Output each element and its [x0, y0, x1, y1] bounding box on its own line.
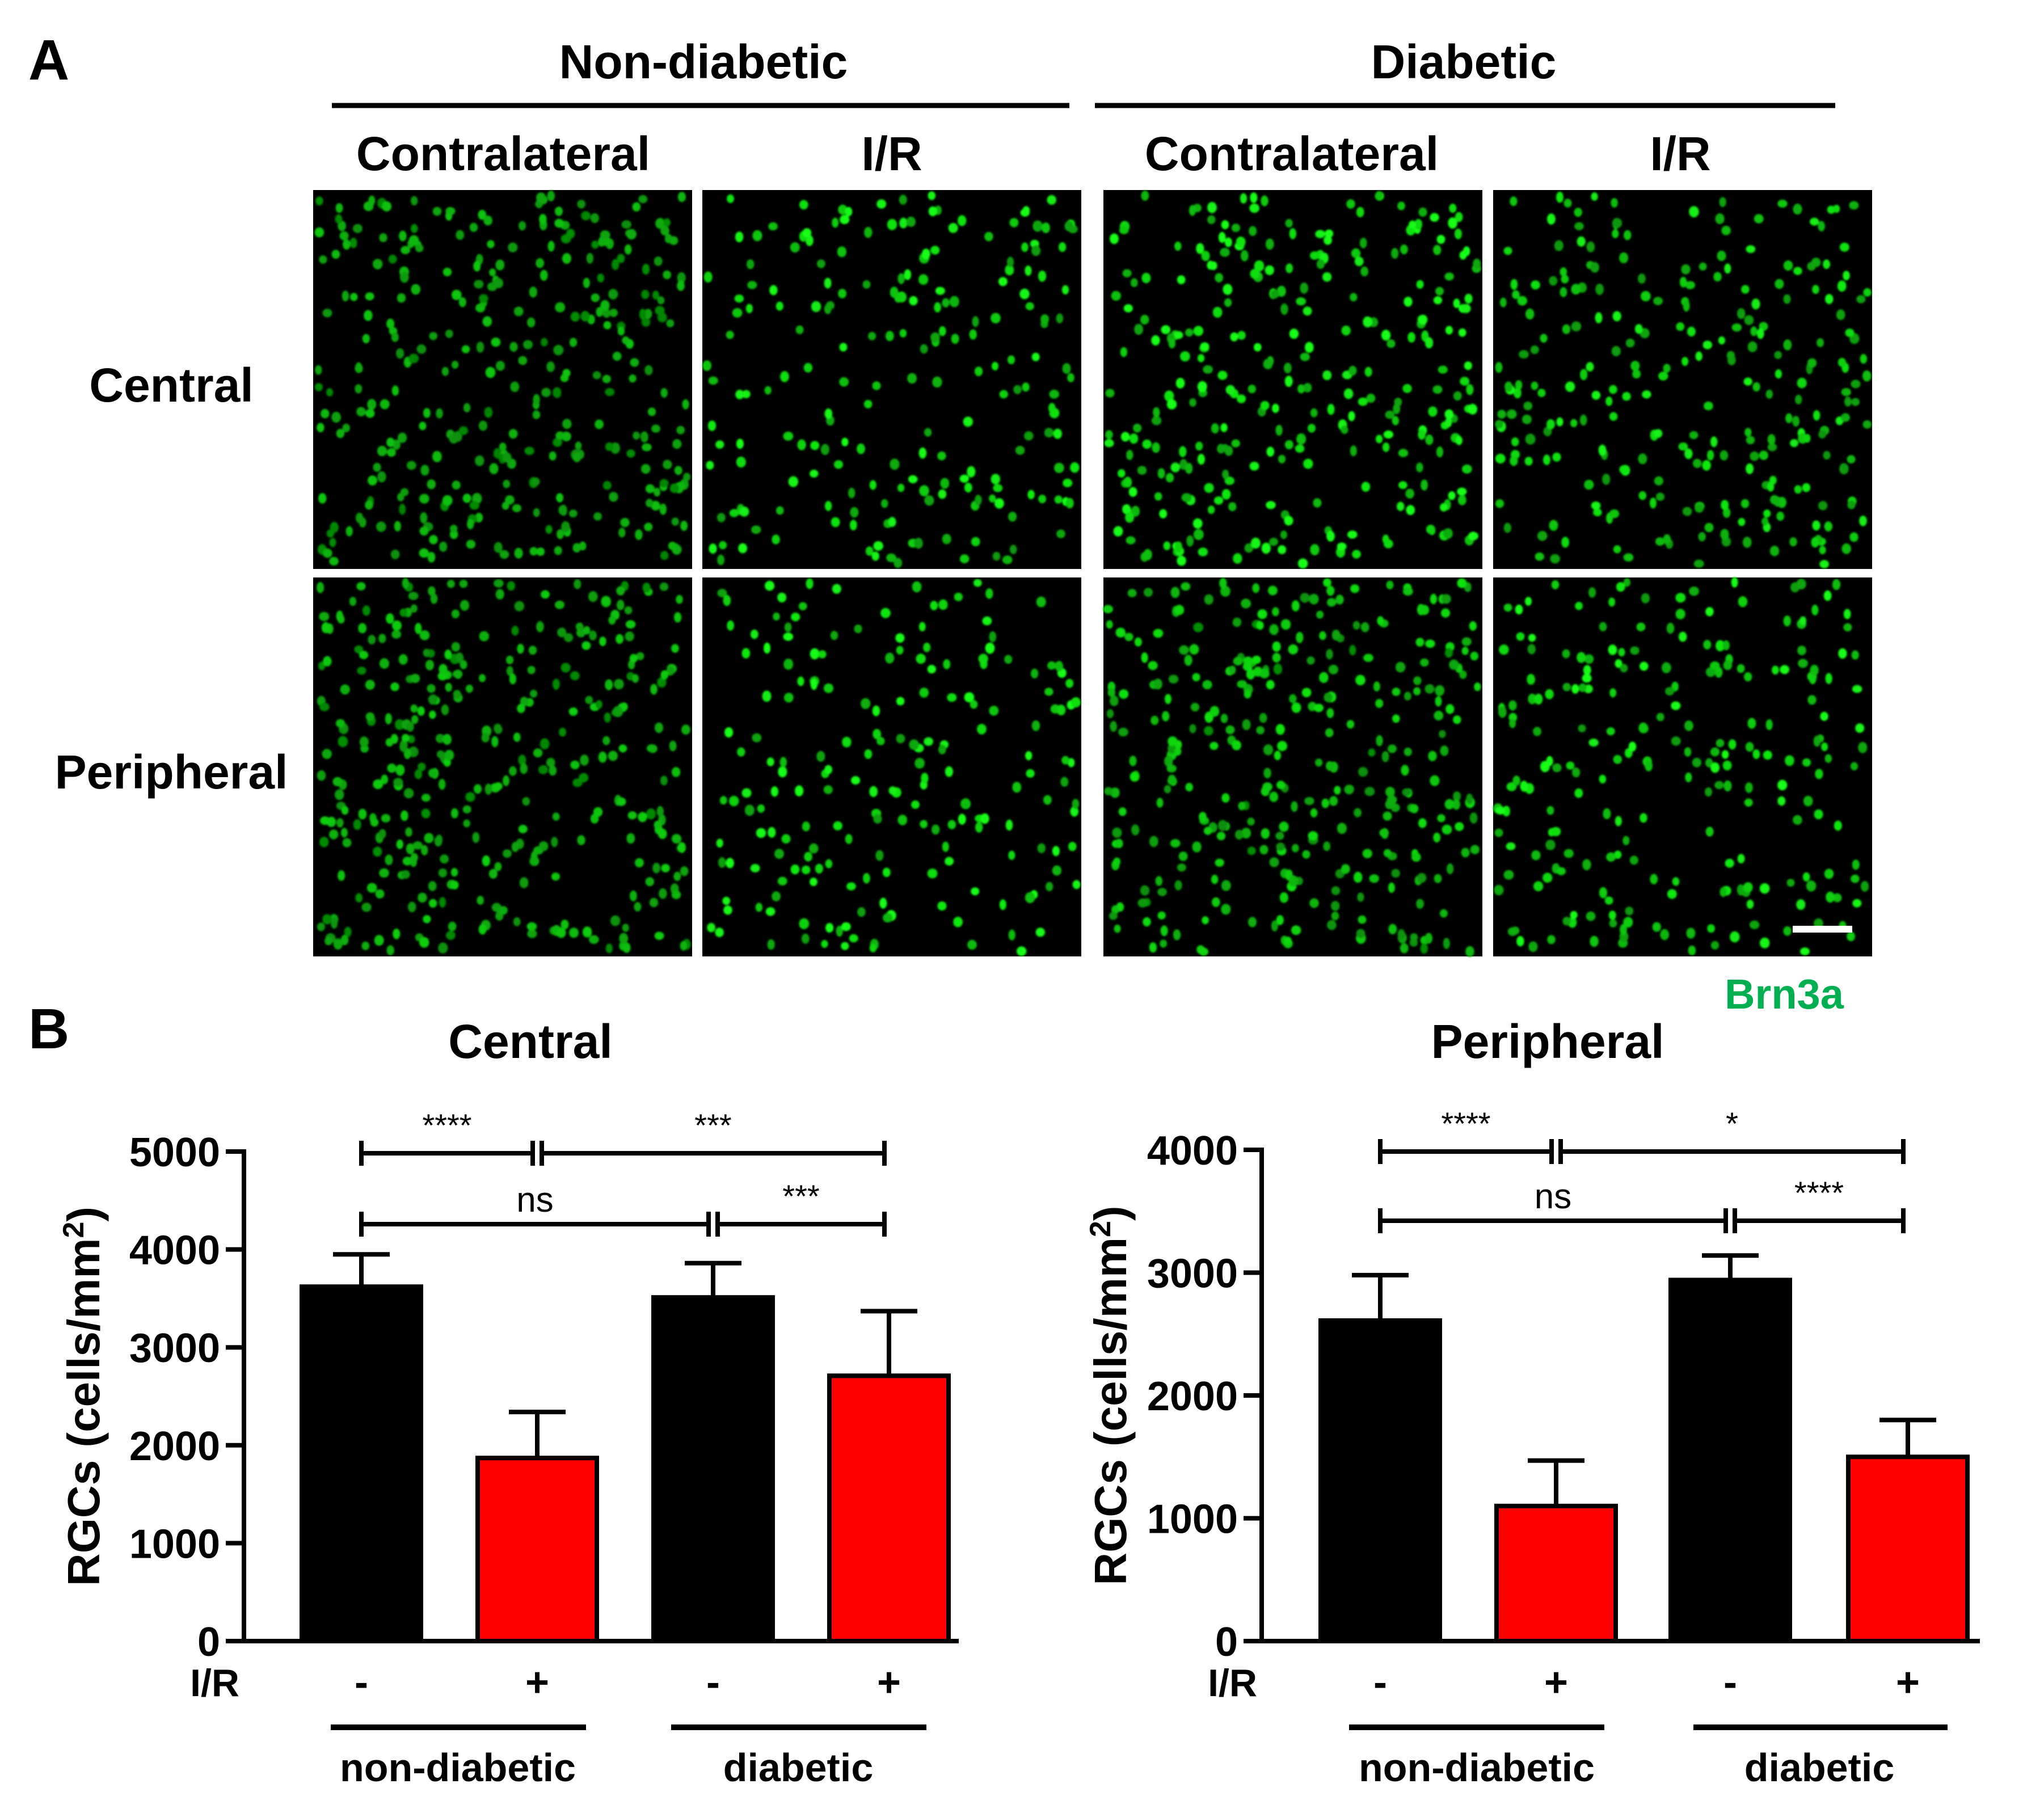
bar-1	[475, 1456, 599, 1644]
bar-1	[1494, 1503, 1618, 1644]
bar-2	[1668, 1277, 1792, 1643]
cell-nuclei	[316, 577, 691, 956]
cell-nuclei	[702, 191, 1080, 568]
ir-mark: +	[1896, 1660, 1920, 1705]
y-tick-label: 3000	[1147, 1251, 1238, 1297]
micrograph-background	[702, 190, 1081, 569]
condition-label: Contralateral	[1145, 127, 1439, 180]
chart-central: Central RGCs (cells/mm2) 0 1000 2000 3000 4000…	[57, 1015, 959, 1790]
cell-nuclei	[1103, 577, 1481, 958]
ir-mark: +	[1544, 1660, 1568, 1705]
micrograph-central-non-diabetic-contralateral	[313, 190, 692, 569]
ir-mark: -	[355, 1660, 368, 1705]
significance-label: *	[1726, 1106, 1738, 1141]
y-tick-label: 5000	[129, 1130, 220, 1175]
cell-nuclei	[707, 578, 1081, 956]
row-label-peripheral: Peripheral	[55, 745, 288, 799]
y-tick-label: 2000	[129, 1424, 220, 1469]
ir-row-label: I/R	[1208, 1662, 1257, 1705]
y-tick-label: 1000	[129, 1521, 220, 1567]
y-tick-label: 0	[1215, 1620, 1238, 1665]
significance-bracket: ****	[359, 1107, 535, 1166]
row-label-central: Central	[89, 359, 253, 412]
chart-title: Central	[448, 1015, 612, 1068]
significance-label: ***	[782, 1178, 819, 1214]
panel-a: A Non-diabetic Diabetic Contralateral I/…	[28, 28, 1872, 1018]
significance-bracket: ns	[359, 1180, 711, 1237]
cell-nuclei	[1493, 577, 1869, 956]
micrograph-peripheral-diabetic-contralateral	[1103, 577, 1482, 958]
micrograph-central-diabetic-contralateral	[1103, 190, 1482, 569]
y-tick-label: 4000	[1147, 1128, 1238, 1174]
panel-b: B Central RGCs (cells/mm2) 0 1000 2000 3000 40…	[28, 997, 1980, 1790]
y-tick-label: 0	[197, 1620, 220, 1665]
significance-label: ****	[1441, 1106, 1490, 1141]
group-label: non-diabetic	[340, 1745, 576, 1790]
bar-0	[300, 1284, 423, 1643]
group-label: diabetic	[1744, 1745, 1895, 1790]
y-tick-label: 4000	[129, 1228, 220, 1274]
bar-3	[1846, 1454, 1970, 1643]
significance-bracket: ns	[1378, 1177, 1728, 1233]
micrograph-background	[1103, 190, 1482, 569]
significance-label: ***	[694, 1107, 731, 1143]
y-axis-label: RGCs (cells/mm2)	[1084, 1205, 1136, 1585]
ir-mark: +	[525, 1660, 549, 1705]
significance-label: ns	[516, 1180, 553, 1220]
y-tick-label: 2000	[1147, 1374, 1238, 1419]
panel-a-label: A	[28, 28, 69, 92]
ir-mark: +	[877, 1660, 901, 1705]
cell-nuclei	[1495, 191, 1872, 568]
y-tick-label: 1000	[1147, 1497, 1238, 1542]
y-tick-label: 3000	[129, 1326, 220, 1371]
micrograph-peripheral-non-diabetic-i-r	[702, 577, 1081, 956]
stain-label-brn3a: Brn3a	[1725, 971, 1844, 1018]
micrograph-central-diabetic-i-r	[1493, 190, 1872, 569]
group-label: non-diabetic	[1359, 1745, 1595, 1790]
group-label-diabetic: Diabetic	[1371, 35, 1557, 88]
significance-bracket: ***	[540, 1107, 887, 1166]
cell-nuclei	[314, 190, 691, 566]
significance-bracket: ****	[1378, 1106, 1554, 1164]
significance-label: ns	[1535, 1177, 1571, 1216]
significance-bracket: ****	[1733, 1175, 1906, 1233]
micrograph-grid	[313, 190, 1872, 958]
chart-title: Peripheral	[1431, 1015, 1664, 1068]
group-label-non-diabetic: Non-diabetic	[559, 35, 848, 88]
group-label: diabetic	[723, 1745, 874, 1790]
ir-mark: -	[1373, 1660, 1387, 1705]
ir-mark: -	[1723, 1660, 1737, 1705]
micrograph-background	[1493, 190, 1872, 569]
significance-bracket: *	[1558, 1106, 1906, 1164]
y-axis-label: RGCs (cells/mm2)	[57, 1207, 109, 1586]
significance-label: ****	[1794, 1175, 1844, 1211]
micrograph-background	[702, 577, 1081, 956]
bar-2	[651, 1295, 775, 1644]
significance-bracket: ***	[715, 1178, 887, 1237]
micrograph-peripheral-diabetic-i-r	[1493, 577, 1872, 956]
bar-0	[1318, 1318, 1442, 1644]
cell-nuclei	[1104, 191, 1481, 569]
condition-label: Contralateral	[356, 127, 650, 180]
panel-b-label: B	[28, 997, 69, 1061]
bar-3	[827, 1373, 951, 1643]
significance-label: ****	[422, 1107, 471, 1143]
micrograph-central-non-diabetic-i-r	[702, 190, 1081, 569]
condition-label: I/R	[861, 127, 922, 180]
condition-label: I/R	[1650, 127, 1710, 180]
ir-mark: -	[706, 1660, 720, 1705]
chart-peripheral: Peripheral RGCs (cells/mm2) 0 1000 2000 3000 4…	[1084, 1015, 1980, 1790]
micrograph-peripheral-non-diabetic-contralateral	[313, 577, 692, 956]
ir-row-label: I/R	[190, 1662, 239, 1705]
